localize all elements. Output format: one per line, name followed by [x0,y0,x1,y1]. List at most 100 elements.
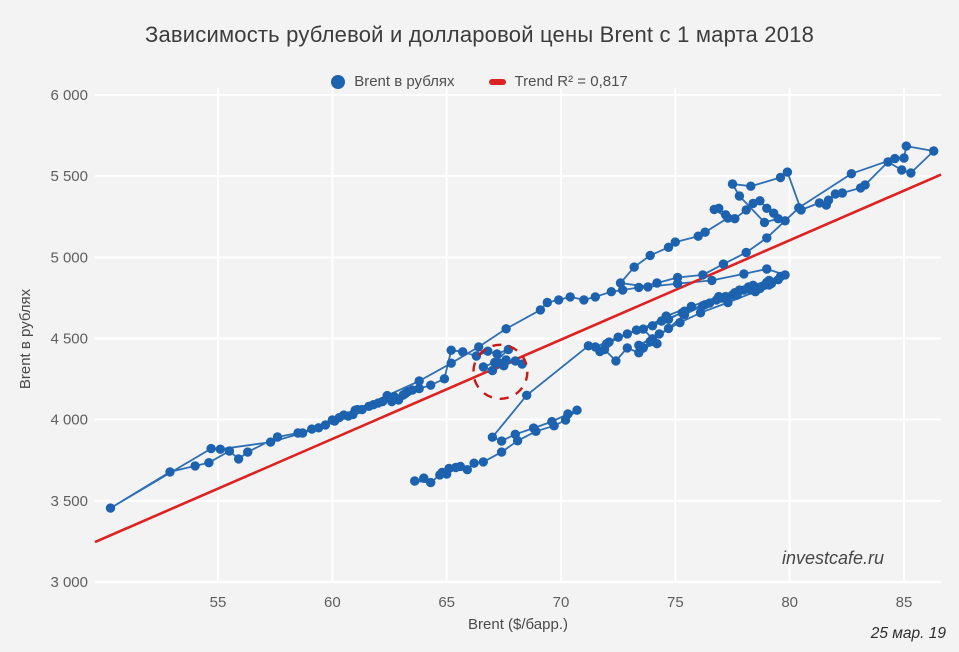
data-point [458,347,468,357]
data-point [634,340,644,350]
legend-trend-label: Trend R² = 0,817 [514,73,628,90]
y-tick-label: 3 500 [50,493,88,510]
data-point [631,325,642,335]
data-point [755,196,765,206]
data-point [419,473,429,483]
data-point [265,437,276,447]
data-point [165,467,175,477]
highlight-circle [472,343,529,400]
data-point [647,334,658,344]
data-point [823,195,834,205]
series-line [109,145,935,509]
data-point [471,351,482,361]
annotation-circle [472,343,529,400]
data-point [387,396,397,407]
data-point [846,169,857,179]
data-point [272,432,283,442]
data-point [535,305,546,315]
data-point [446,345,456,355]
date-label: 25 мар. 19 [870,625,947,642]
data-point [700,227,710,237]
data-point [741,247,751,258]
data-point [698,301,708,311]
data-point [901,141,911,151]
data-point [313,423,324,433]
data-point [606,287,616,297]
data-point [656,316,667,326]
data-point [652,278,662,288]
legend-item-trend[interactable]: Trend R² = 0,817 [488,73,628,90]
data-point [602,339,612,349]
data-point [492,349,502,359]
data-point [483,346,493,356]
data-point [759,217,770,228]
data-point [572,405,582,415]
x-tick-label: 60 [324,594,341,611]
data-point [645,250,655,261]
data-point [462,465,472,475]
data-point [487,432,498,442]
watermark: investcafe.ru [782,548,884,568]
y-axis-title: Brent в рублях [17,288,34,389]
data-point [494,358,504,368]
data-point [613,332,623,342]
data-point [672,272,683,283]
data-point [206,443,216,454]
data-point [764,275,774,286]
series-marker-icon [331,74,346,89]
data-point [522,390,532,400]
y-tick-label: 4 000 [50,412,88,429]
x-tick-label: 65 [438,594,455,611]
data-point [348,409,358,420]
gridlines [95,88,941,584]
data-point [487,365,498,376]
data-point [716,293,726,303]
data-point [442,469,452,479]
data-point [723,297,733,308]
data-point [741,205,751,215]
y-tick-label: 5 500 [50,168,88,185]
chart-title: Зависимость рублевой и долларовой цены B… [144,22,815,47]
x-tick-label: 75 [667,594,684,611]
data-point [748,280,758,290]
data-point [727,179,738,189]
data-point [615,278,626,288]
data-point [762,203,772,213]
data-point [720,210,731,220]
data-point [670,237,680,247]
data-point [897,165,907,175]
data-point [693,231,703,241]
axis-tick-labels: 55 60 65 70 75 80 85 3 000 3 500 4 000 4 500 5 000 5… [50,87,912,611]
legend: Brent в рублях Trend R² = 0,817 [0,73,959,90]
data-point [794,203,804,213]
series-points [105,141,939,513]
legend-series-label: Brent в рублях [354,73,455,90]
data-point [860,180,870,190]
data-point [739,269,749,279]
data-point [547,416,557,427]
x-tick-label: 85 [896,594,913,611]
data-point [663,242,674,252]
data-point [414,376,424,386]
data-point [830,189,841,199]
y-tick-label: 3 000 [50,574,88,591]
data-point [403,387,413,397]
data-point [590,292,600,302]
data-point [426,477,436,488]
data-point [686,301,696,312]
data-point [478,457,488,467]
data-point [695,308,706,318]
data-point [233,454,244,464]
x-axis-title: Brent ($/барр.) [468,616,568,633]
legend-item-series[interactable]: Brent в рублях [331,73,455,90]
data-point [730,214,740,224]
data-point [329,416,340,426]
data-point [622,329,632,339]
data-point [714,203,724,213]
series-path [109,145,935,509]
x-tick-label: 80 [781,594,798,611]
data-point [762,233,772,243]
data-point [837,188,847,198]
data-point [469,458,479,468]
data-point [565,292,575,302]
